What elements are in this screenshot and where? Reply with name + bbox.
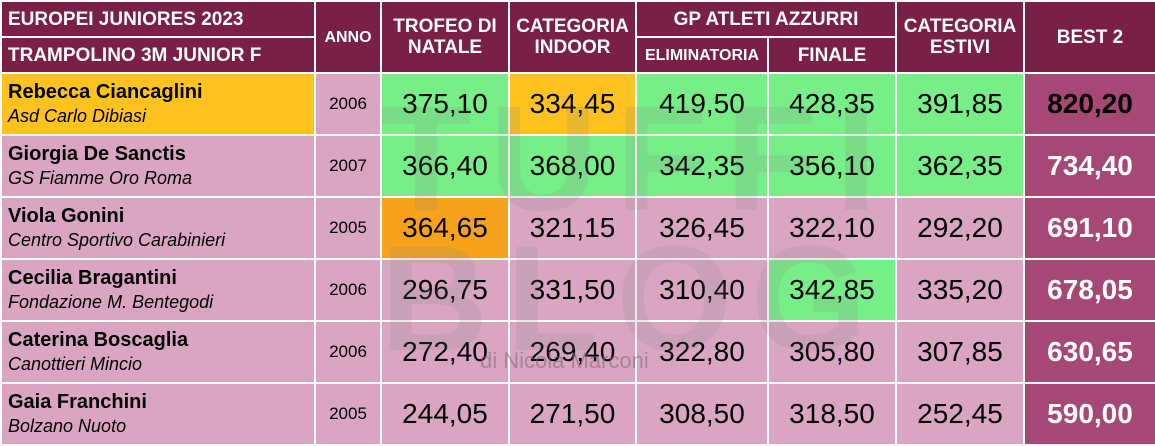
- estivi-cell: 292,20: [895, 196, 1025, 260]
- col-estivi: CATEGORIA ESTIVI: [895, 0, 1025, 74]
- trofeo-cell: 244,05: [380, 382, 510, 446]
- trofeo-cell: 296,75: [380, 258, 510, 322]
- trofeo-cell: 375,10: [380, 72, 510, 136]
- best-cell: 820,20: [1023, 72, 1155, 136]
- trofeo-cell: 364,65: [380, 196, 510, 260]
- indoor-cell: 271,50: [508, 382, 637, 446]
- indoor-cell: 321,15: [508, 196, 637, 260]
- best-cell: 590,00: [1023, 382, 1155, 446]
- best-cell: 678,05: [1023, 258, 1155, 322]
- col-gp: GP ATLETI AZZURRI: [635, 0, 897, 38]
- estivi-cell: 307,85: [895, 320, 1025, 384]
- col-finale: FINALE: [767, 36, 897, 74]
- athlete-cell: Giorgia De Sanctis GS Fiamme Oro Roma: [0, 134, 316, 198]
- table-subtitle: TRAMPOLINO 3M JUNIOR F: [0, 36, 316, 74]
- estivi-cell: 335,20: [895, 258, 1025, 322]
- estivi-cell: 252,45: [895, 382, 1025, 446]
- athlete-club: Centro Sportivo Carabinieri: [8, 230, 226, 250]
- estivi-cell: 391,85: [895, 72, 1025, 136]
- finale-cell: 305,80: [767, 320, 897, 384]
- athlete-cell: Viola Gonini Centro Sportivo Carabinieri: [0, 196, 316, 260]
- col-anno: ANNO: [314, 0, 382, 74]
- year-cell: 2005: [314, 382, 382, 446]
- col-trofeo: TROFEO DI NATALE: [380, 0, 510, 74]
- year-cell: 2007: [314, 134, 382, 198]
- table-row: Cecilia Bragantini Fondazione M. Bentegod…: [0, 258, 1155, 322]
- best-cell: 691,10: [1023, 196, 1155, 260]
- athlete-name: Gaia Franchini: [8, 391, 147, 413]
- finale-cell: 428,35: [767, 72, 897, 136]
- table-row: Gaia Franchini Bolzano Nuoto 2005 244,05 …: [0, 382, 1155, 446]
- col-best: BEST 2: [1023, 0, 1155, 74]
- athlete-name: Caterina Boscaglia: [8, 329, 189, 351]
- indoor-cell: 331,50: [508, 258, 637, 322]
- best-cell: 630,65: [1023, 320, 1155, 384]
- indoor-cell: 334,45: [508, 72, 637, 136]
- estivi-cell: 362,35: [895, 134, 1025, 198]
- athlete-club: Fondazione M. Bentegodi: [8, 292, 214, 312]
- elim-cell: 342,35: [635, 134, 769, 198]
- table-row: Giorgia De Sanctis GS Fiamme Oro Roma 200…: [0, 134, 1155, 198]
- elim-cell: 310,40: [635, 258, 769, 322]
- finale-cell: 356,10: [767, 134, 897, 198]
- trofeo-cell: 272,40: [380, 320, 510, 384]
- elim-cell: 308,50: [635, 382, 769, 446]
- best-cell: 734,40: [1023, 134, 1155, 198]
- athlete-name: Giorgia De Sanctis: [8, 143, 186, 165]
- year-cell: 2006: [314, 258, 382, 322]
- table-row: Rebecca Ciancaglini Asd Carlo Dibiasi 200…: [0, 72, 1155, 136]
- athlete-club: Bolzano Nuoto: [8, 416, 127, 436]
- athlete-name: Cecilia Bragantini: [8, 267, 177, 289]
- year-cell: 2006: [314, 320, 382, 384]
- year-cell: 2006: [314, 72, 382, 136]
- finale-cell: 318,50: [767, 382, 897, 446]
- athlete-cell: Gaia Franchini Bolzano Nuoto: [0, 382, 316, 446]
- athlete-cell: Rebecca Ciancaglini Asd Carlo Dibiasi: [0, 72, 316, 136]
- athlete-name: Rebecca Ciancaglini: [8, 81, 203, 103]
- elim-cell: 419,50: [635, 72, 769, 136]
- trofeo-cell: 366,40: [380, 134, 510, 198]
- indoor-cell: 368,00: [508, 134, 637, 198]
- col-eliminatoria: ELIMINATORIA: [635, 36, 769, 74]
- table-row: Viola Gonini Centro Sportivo Carabinieri …: [0, 196, 1155, 260]
- indoor-cell: 269,40: [508, 320, 637, 384]
- table-title: EUROPEI JUNIORES 2023: [0, 0, 316, 38]
- athlete-cell: Caterina Boscaglia Canottieri Mincio: [0, 320, 316, 384]
- elim-cell: 326,45: [635, 196, 769, 260]
- athlete-name: Viola Gonini: [8, 205, 125, 227]
- athlete-club: Canottieri Mincio: [8, 354, 143, 374]
- athlete-cell: Cecilia Bragantini Fondazione M. Bentegod…: [0, 258, 316, 322]
- athlete-club: GS Fiamme Oro Roma: [8, 168, 193, 188]
- elim-cell: 322,80: [635, 320, 769, 384]
- year-cell: 2005: [314, 196, 382, 260]
- col-indoor: CATEGORIA INDOOR: [508, 0, 637, 74]
- finale-cell: 322,10: [767, 196, 897, 260]
- finale-cell: 342,85: [767, 258, 897, 322]
- athlete-club: Asd Carlo Dibiasi: [8, 106, 147, 126]
- table-row: Caterina Boscaglia Canottieri Mincio 2006…: [0, 320, 1155, 384]
